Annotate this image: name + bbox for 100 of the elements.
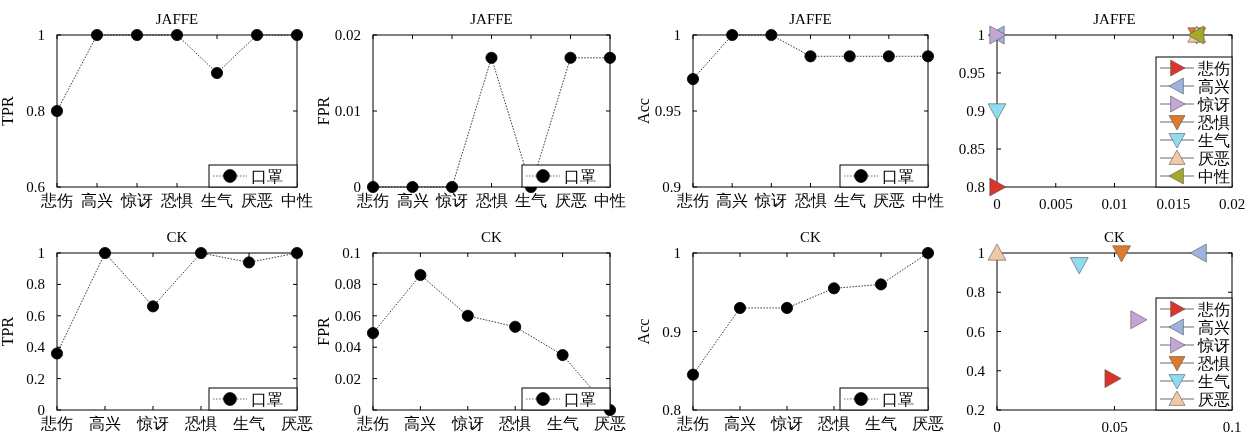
x-tick-label: 0 xyxy=(993,196,1001,212)
point xyxy=(987,103,1007,121)
point xyxy=(461,309,474,322)
point xyxy=(804,50,817,63)
point xyxy=(687,73,699,86)
x-tick-label: 0.005 xyxy=(1038,196,1073,212)
y-tick-label: 0.06 xyxy=(334,307,362,324)
point xyxy=(875,278,887,291)
y-tick-label: 0.02 xyxy=(334,370,361,387)
y-tick-label: 0.9 xyxy=(662,323,681,340)
x-tick-label: 生气 xyxy=(233,415,265,432)
point xyxy=(291,247,303,259)
legend-label: 口罩 xyxy=(564,391,596,408)
y-tick-label: 0.8 xyxy=(26,276,45,293)
x-tick-label: 悲伤 xyxy=(356,192,389,209)
x-tick-label: 中性 xyxy=(281,192,313,209)
legend-label: 生气 xyxy=(1198,373,1230,390)
y-axis-title: FPR xyxy=(315,316,332,346)
y-tick-label: 0.6 xyxy=(26,179,46,195)
x-tick-label: 惊讶 xyxy=(120,192,153,209)
point xyxy=(211,67,223,79)
x-tick-label: 惊讶 xyxy=(754,192,788,209)
x-tick-label: 0.02 xyxy=(1218,196,1246,212)
chart-title: JAFFE xyxy=(470,11,513,27)
point xyxy=(243,256,255,269)
point xyxy=(509,320,522,333)
point xyxy=(882,50,895,63)
x-tick-label: 0.05 xyxy=(1101,419,1128,435)
x-tick-label: 高兴 xyxy=(89,415,121,432)
y-tick-label: 0.08 xyxy=(334,276,361,293)
point xyxy=(367,327,379,340)
chart-title: JAFFE xyxy=(789,11,832,27)
x-tick-label: 恐惧 xyxy=(474,192,508,209)
point xyxy=(734,301,746,314)
x-tick-label: 厌恶 xyxy=(241,192,273,209)
x-tick-label: 0.01 xyxy=(1101,196,1128,212)
x-tick-label: 惊讶 xyxy=(770,415,803,432)
x-tick-label: 厌恶 xyxy=(281,415,313,432)
point xyxy=(726,29,739,41)
x-tick-label: 恐惧 xyxy=(498,415,532,432)
x-tick-label: 恐惧 xyxy=(793,192,827,209)
y-tick-label: 0.9 xyxy=(966,103,985,119)
y-tick-label: 0 xyxy=(353,402,361,418)
legend: 口罩 xyxy=(208,387,298,411)
x-tick-label: 生气 xyxy=(865,415,897,432)
legend: 口罩 xyxy=(839,387,929,411)
legend-label: 口罩 xyxy=(882,168,914,185)
y-tick-label: 0.95 xyxy=(958,65,985,81)
legend-label: 口罩 xyxy=(251,168,283,185)
y-tick-label: 1 xyxy=(37,27,45,43)
x-tick-label: 厌恶 xyxy=(872,192,905,209)
y-tick-label: 0.04 xyxy=(334,339,362,356)
y-axis-title: Acc xyxy=(635,318,652,345)
y-tick-label: 0.85 xyxy=(958,141,985,157)
chart-title: CK xyxy=(481,229,503,245)
y-tick-label: 0.8 xyxy=(966,179,985,195)
point xyxy=(171,29,183,41)
x-tick-label: 悲伤 xyxy=(356,415,389,432)
point xyxy=(765,29,778,41)
y-tick-label: 0.8 xyxy=(662,402,681,418)
x-tick-label: 惊讶 xyxy=(435,192,468,209)
y-axis-title: FPR xyxy=(315,96,332,126)
x-tick-label: 中性 xyxy=(912,192,944,209)
point xyxy=(51,105,63,117)
point xyxy=(1069,257,1089,275)
x-tick-label: 惊讶 xyxy=(136,415,169,432)
x-tick-label: 生气 xyxy=(833,192,866,209)
point xyxy=(1130,310,1148,330)
x-tick-label: 生气 xyxy=(546,415,579,432)
x-tick-label: 高兴 xyxy=(404,415,437,432)
y-axis-title: TPR xyxy=(0,96,16,126)
y-tick-label: 1 xyxy=(37,245,45,261)
point xyxy=(922,247,934,259)
chart-title: JAFFE xyxy=(1093,11,1136,27)
point xyxy=(91,29,103,41)
x-tick-label: 厌恶 xyxy=(594,415,626,432)
legend-label: 恐惧 xyxy=(1197,114,1230,131)
y-tick-label: 0.4 xyxy=(966,362,986,379)
legend-label: 生气 xyxy=(1198,132,1230,149)
point xyxy=(556,349,569,362)
x-tick-label: 生气 xyxy=(515,192,547,209)
x-tick-label: 恐惧 xyxy=(184,415,217,432)
chart-title: JAFFE xyxy=(155,11,199,27)
y-axis-title: Acc xyxy=(635,98,652,124)
legend-label: 恐惧 xyxy=(1197,355,1230,372)
legend-label: 高兴 xyxy=(1198,319,1230,336)
y-tick-label: 0.01 xyxy=(334,103,361,119)
legend: 口罩 xyxy=(521,387,611,411)
x-tick-label: 悲伤 xyxy=(676,415,709,432)
y-tick-label: 0.2 xyxy=(966,402,985,418)
point xyxy=(987,243,1007,261)
point xyxy=(291,29,303,41)
y-tick-label: 0.8 xyxy=(966,284,985,301)
point xyxy=(781,301,793,314)
x-tick-label: 高兴 xyxy=(716,192,749,209)
x-tick-label: 厌恶 xyxy=(912,415,944,432)
legend: 口罩 xyxy=(208,164,298,188)
point xyxy=(99,247,111,259)
x-tick-label: 惊讶 xyxy=(450,415,484,432)
point xyxy=(687,368,699,381)
